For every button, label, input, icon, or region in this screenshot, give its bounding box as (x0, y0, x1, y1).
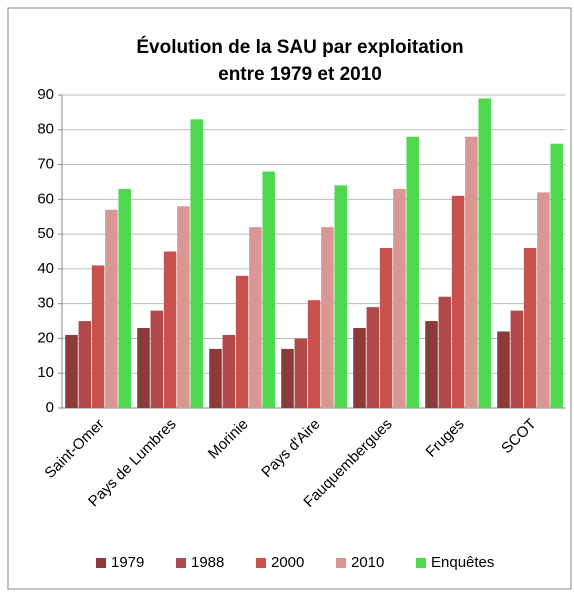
legend-swatch (256, 558, 266, 568)
chart-title: entre 1979 et 2010 (218, 64, 382, 85)
bar (523, 248, 537, 408)
bar (465, 136, 478, 408)
bar (451, 195, 465, 408)
bar (249, 227, 262, 408)
bar (550, 143, 563, 408)
y-tick-label: 0 (46, 399, 54, 416)
y-tick-label: 10 (37, 364, 54, 381)
y-tick-label: 90 (37, 86, 54, 103)
y-tick-label: 80 (37, 121, 54, 138)
bar (235, 275, 249, 408)
bar (294, 338, 308, 408)
bar (163, 251, 177, 408)
legend-label: 2010 (351, 554, 384, 571)
bar (105, 209, 118, 408)
bar (222, 334, 236, 408)
bar (190, 119, 203, 408)
bar (406, 136, 419, 408)
bar (78, 321, 92, 408)
bar (209, 348, 222, 408)
y-tick-label: 20 (37, 329, 54, 346)
y-tick-label: 40 (37, 260, 54, 277)
bar (150, 310, 164, 408)
bar (118, 188, 131, 408)
bar (497, 331, 510, 408)
bar (438, 296, 452, 408)
legend-label: 1979 (111, 554, 144, 571)
y-tick-label: 50 (37, 225, 54, 242)
bar (366, 307, 380, 408)
bar (321, 227, 334, 408)
chart-title: Évolution de la SAU par exploitation (136, 36, 463, 58)
bar (537, 192, 550, 408)
y-tick-label: 70 (37, 156, 54, 173)
legend-label: Enquêtes (431, 554, 494, 571)
bar (65, 334, 78, 408)
legend-swatch (176, 558, 186, 568)
bar (393, 188, 406, 408)
bar (478, 98, 491, 408)
bar (334, 185, 347, 408)
bar (177, 206, 190, 408)
y-tick-label: 60 (37, 190, 54, 207)
bar (353, 328, 366, 408)
legend-label: 2000 (271, 554, 304, 571)
legend-swatch (416, 558, 426, 568)
bar (307, 300, 321, 408)
y-tick-label: 30 (37, 295, 54, 312)
bar (137, 328, 150, 408)
legend-swatch (96, 558, 106, 568)
bar (510, 310, 524, 408)
bar (379, 248, 393, 408)
bar (262, 171, 275, 408)
bar (425, 321, 438, 408)
bar (281, 348, 294, 408)
legend-swatch (336, 558, 346, 568)
bar (91, 265, 105, 408)
legend-label: 1988 (191, 554, 224, 571)
